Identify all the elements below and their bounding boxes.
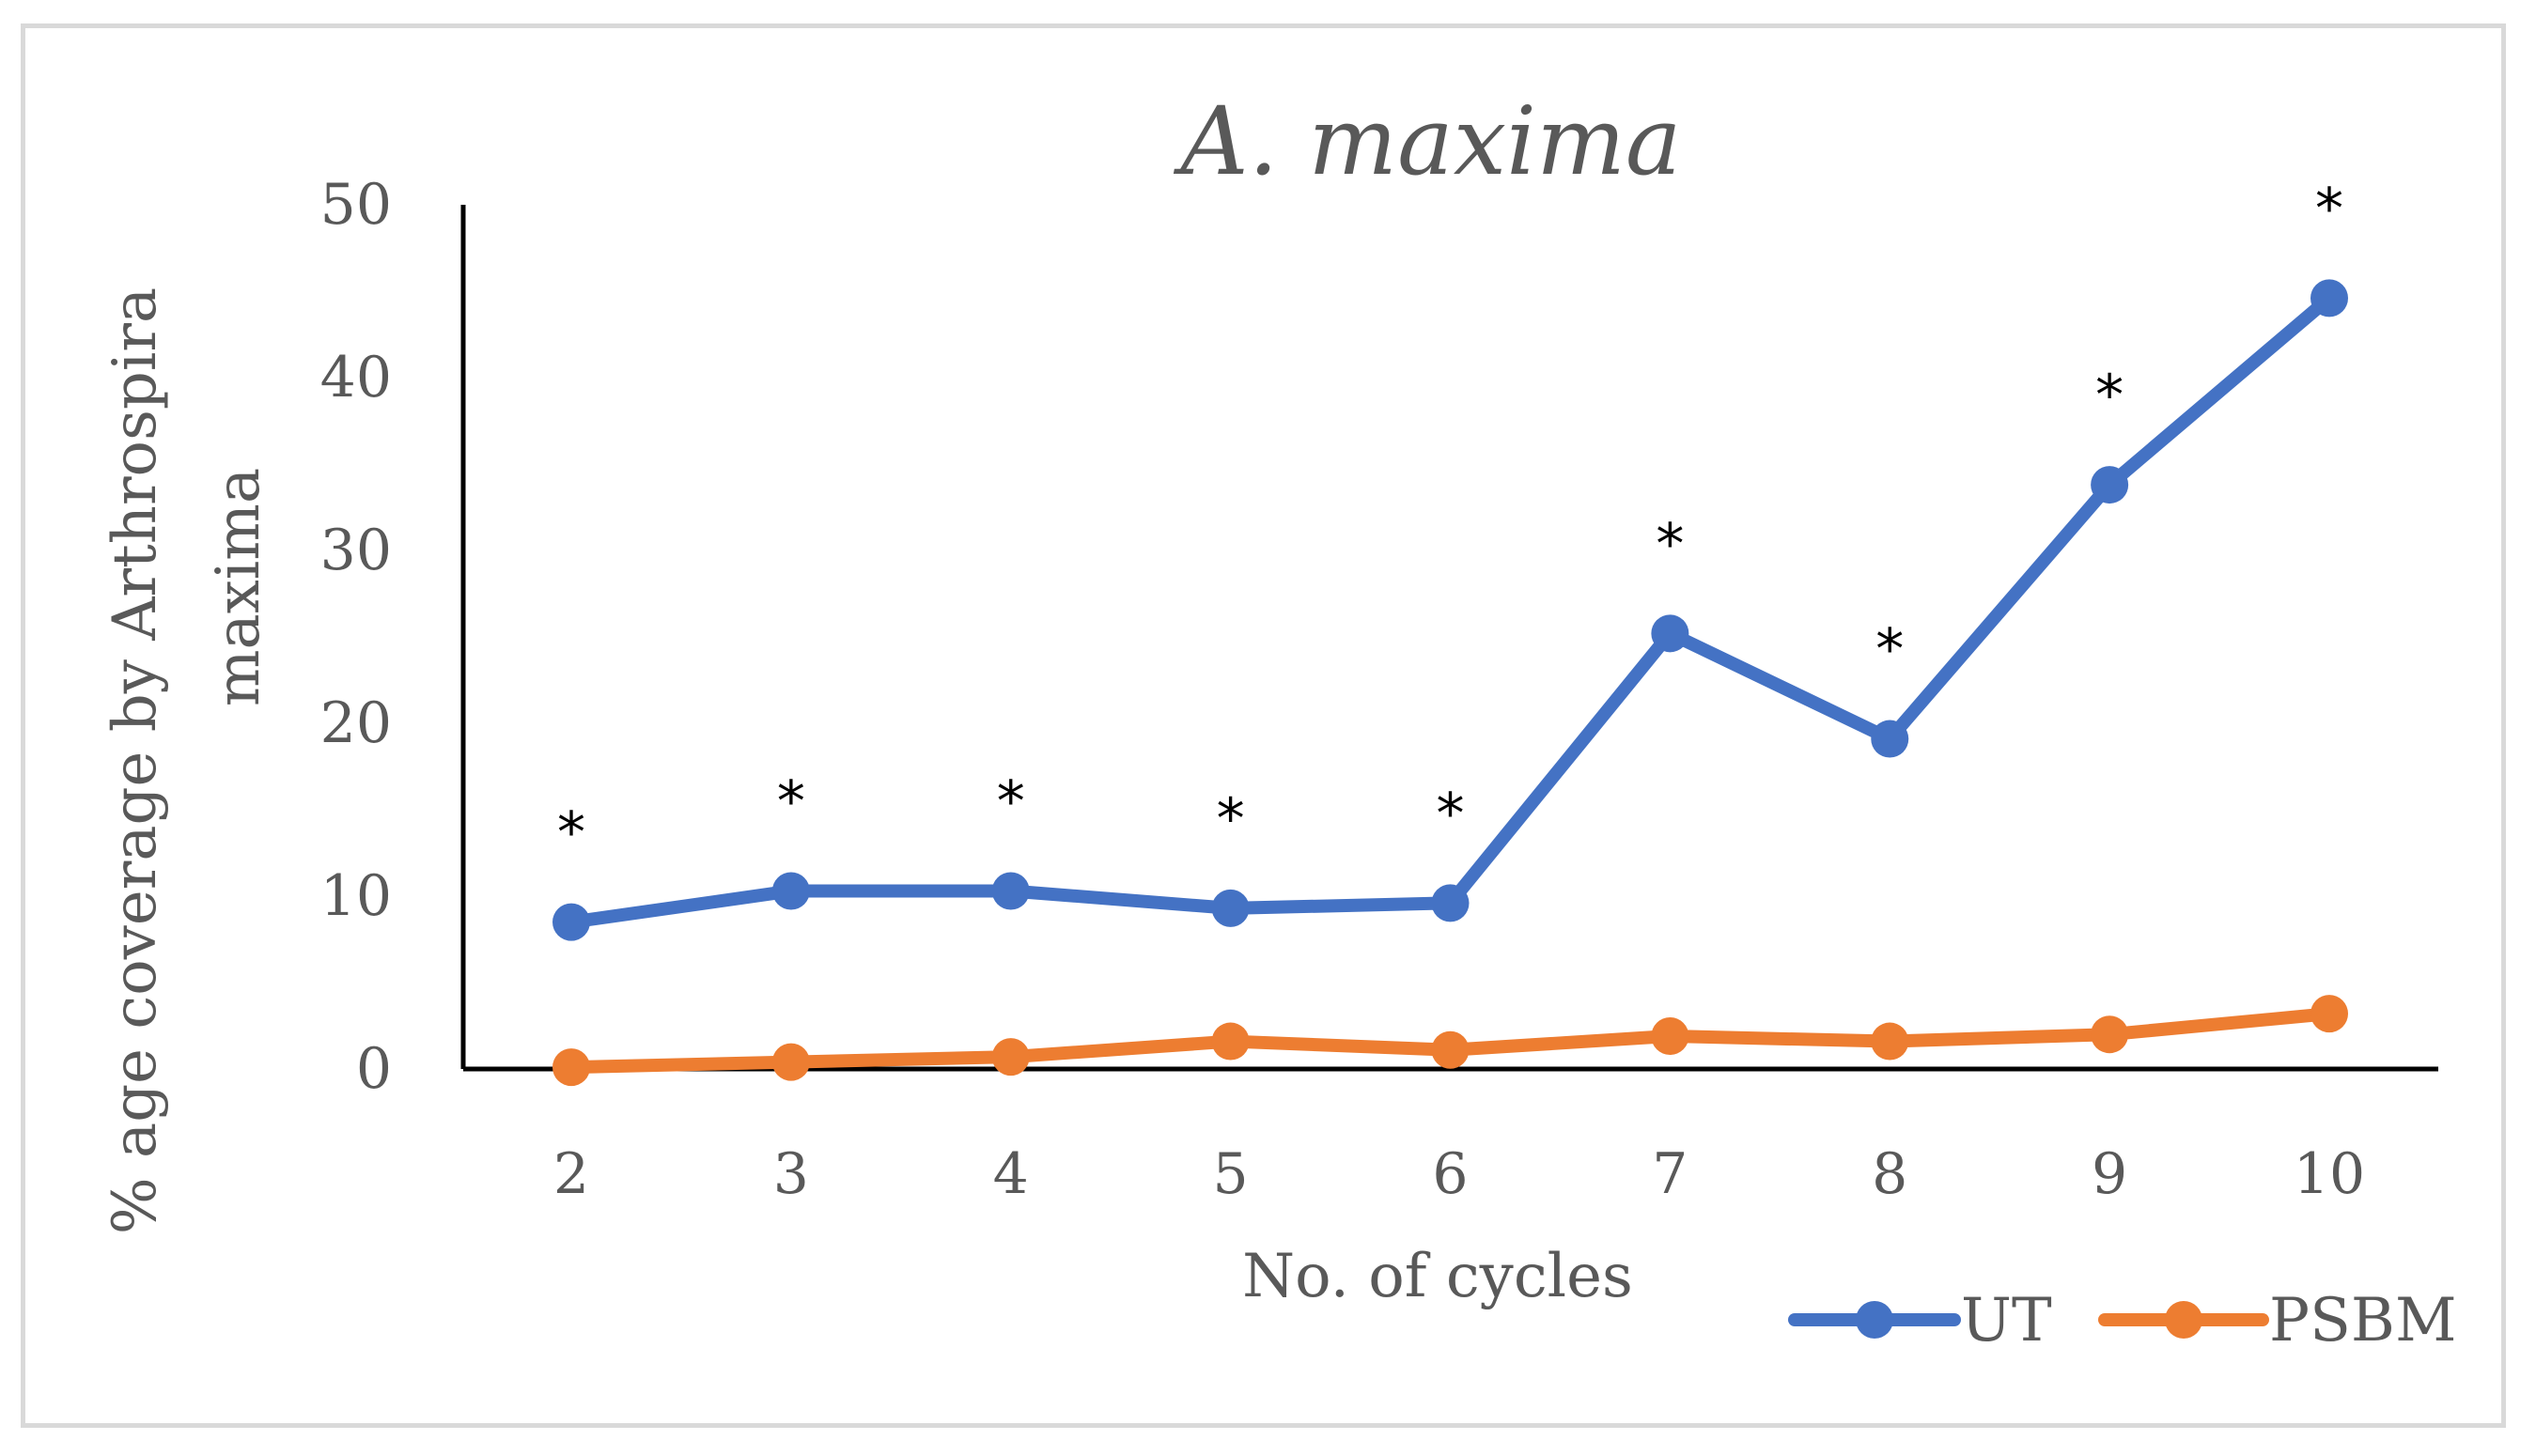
y-tick-label-30: 30 — [320, 518, 392, 583]
series-psbm — [552, 995, 2348, 1087]
legend-marker-ut — [1856, 1301, 1893, 1339]
chart-frame: A. maxima 0 10 20 30 40 50 2 3 4 5 6 7 8 9 10 * * * * * * *… — [21, 23, 2506, 1428]
legend-label-ut: UT — [1961, 1286, 2052, 1355]
legend-item-ut: UT — [1788, 1286, 2052, 1355]
x-tick-label-2: 2 — [553, 1141, 589, 1207]
point-psbm-7 — [1651, 1017, 1689, 1056]
y-axis-title-line1: % age coverage by Arthrospira — [101, 287, 170, 1234]
point-ut-3 — [771, 872, 810, 910]
y-axis-title: % age coverage by Arthrospira maxima — [101, 287, 273, 1234]
x-tick-label-7: 7 — [1652, 1141, 1688, 1207]
x-tick-label-10: 10 — [2294, 1141, 2365, 1207]
point-ut-7 — [1651, 614, 1689, 653]
y-tick-label-10: 10 — [320, 863, 392, 929]
x-tick-label-4: 4 — [993, 1141, 1029, 1207]
point-psbm-5 — [1211, 1022, 1250, 1061]
star-annotation-9: * — [2095, 363, 2124, 428]
x-tick-label-9: 9 — [2092, 1141, 2127, 1207]
x-tick-label-6: 6 — [1432, 1141, 1468, 1207]
point-psbm-2 — [552, 1048, 590, 1087]
star-annotation-5: * — [1217, 786, 1245, 852]
point-ut-9 — [2091, 466, 2129, 504]
star-annotation-10: * — [2315, 176, 2343, 241]
legend-item-psbm: PSBM — [2098, 1286, 2456, 1355]
x-tick-label-8: 8 — [1872, 1141, 1907, 1207]
star-annotation-2: * — [557, 800, 585, 866]
star-annotation-7: * — [1656, 511, 1684, 577]
point-psbm-9 — [2091, 1015, 2129, 1054]
legend: UT PSBM — [1788, 1286, 2456, 1355]
y-axis-title-line2: maxima — [204, 468, 273, 706]
star-annotation-6: * — [1437, 781, 1465, 846]
point-ut-10 — [2310, 279, 2348, 318]
star-annotation-4: * — [997, 768, 1025, 834]
series-ut — [552, 279, 2348, 941]
legend-label-psbm: PSBM — [2269, 1286, 2456, 1355]
x-tick-label-5: 5 — [1213, 1141, 1249, 1207]
point-ut-8 — [1871, 720, 1909, 758]
point-ut-4 — [991, 872, 1030, 910]
y-tick-label-0: 0 — [356, 1036, 392, 1102]
series-group — [552, 279, 2348, 1087]
point-ut-2 — [552, 903, 590, 941]
x-tick-label-3: 3 — [773, 1141, 809, 1207]
y-tick-label-50: 50 — [320, 172, 392, 238]
y-axis-ticks: 0 10 20 30 40 50 — [320, 172, 392, 1102]
y-tick-label-40: 40 — [320, 345, 392, 410]
star-annotation-3: * — [777, 768, 805, 834]
point-psbm-3 — [771, 1043, 810, 1081]
star-annotation-8: * — [1875, 617, 1904, 683]
point-ut-6 — [1431, 884, 1470, 922]
point-psbm-6 — [1431, 1030, 1470, 1069]
y-tick-label-20: 20 — [320, 690, 392, 756]
axes — [460, 205, 2438, 1072]
significance-annotations: * * * * * * * * * — [557, 176, 2343, 865]
legend-marker-psbm — [2165, 1301, 2202, 1339]
point-psbm-10 — [2310, 995, 2348, 1033]
x-axis-ticks: 2 3 4 5 6 7 8 9 10 — [553, 1141, 2365, 1207]
chart-title: A. maxima — [1173, 86, 1681, 196]
x-axis-title: No. of cycles — [1242, 1242, 1633, 1311]
point-ut-5 — [1211, 889, 1250, 927]
point-psbm-4 — [991, 1038, 1030, 1077]
point-psbm-8 — [1871, 1022, 1909, 1061]
